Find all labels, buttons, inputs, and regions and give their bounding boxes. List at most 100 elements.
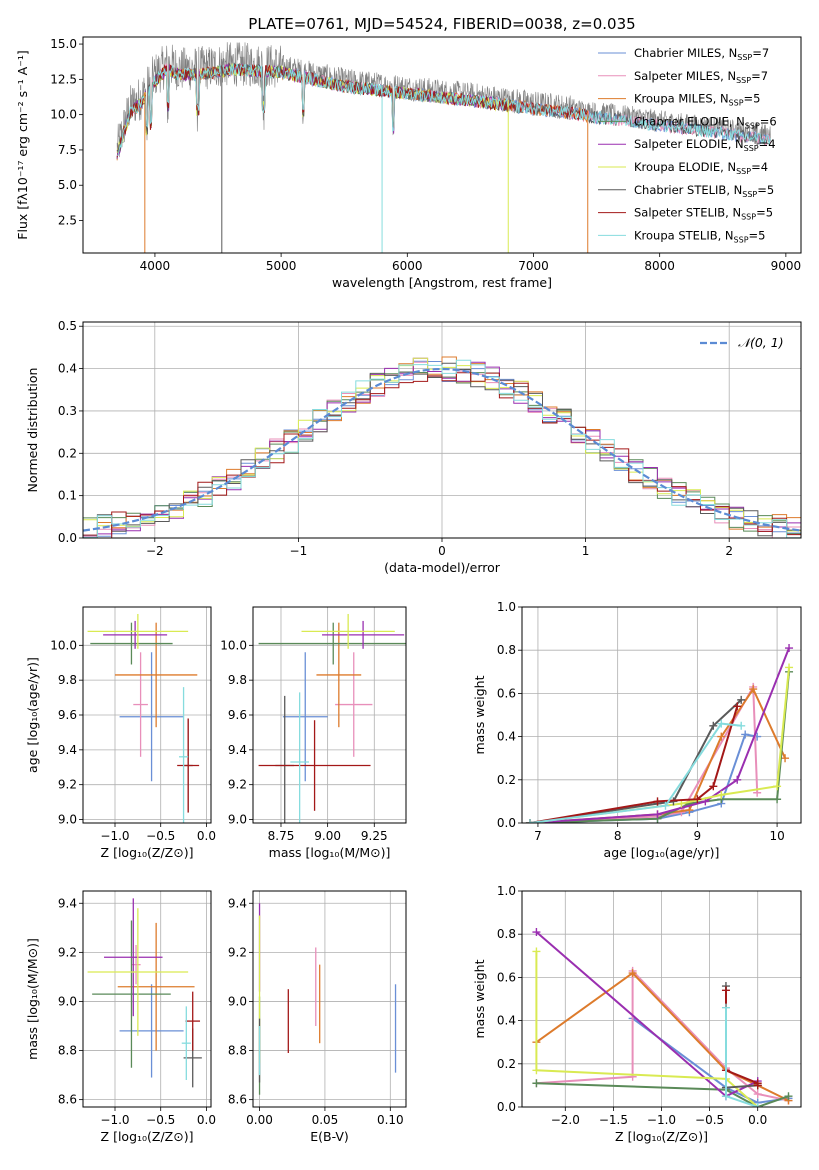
x-tick-label: −1 — [290, 544, 308, 558]
panel-residuals: −2 −1 0 1 2 0.0 0.1 0.2 0.3 0.4 0.5 (data-model)/er… — [25, 319, 802, 575]
plot-area — [83, 356, 801, 538]
y-tick-label: 0.6 — [497, 686, 516, 700]
series-marker — [737, 721, 746, 730]
error-point-8 — [181, 1006, 191, 1080]
x-tick-label: 0.00 — [246, 1113, 273, 1127]
legend-label: Salpeter MILES, NSSP=7 — [634, 69, 768, 85]
x-tick-label: 9.00 — [314, 829, 341, 843]
panel-mass-vs-EBV: 0.00 0.05 0.10 8.6 8.8 9.0 9.2 9.4 E(B-V) — [228, 890, 407, 1144]
chart-title: PLATE=0761, MJD=54524, FIBERID=0038, z=0… — [248, 15, 635, 33]
series-marker — [781, 754, 790, 763]
y-tick-label: 8.6 — [228, 1093, 247, 1107]
series-marker — [749, 685, 758, 694]
x-tick-label: 8000 — [644, 259, 675, 273]
x-tick-label: 0 — [438, 544, 446, 558]
legend: 𝒩(0, 1) — [700, 335, 784, 350]
series-marker — [784, 1092, 793, 1101]
series-marker — [532, 928, 541, 937]
y-tick-label: 0.2 — [497, 773, 516, 787]
x-axis-label: wavelength [Angstrom, rest frame] — [332, 275, 552, 290]
x-tick-label: −0.5 — [146, 829, 175, 843]
error-point-0 — [282, 652, 328, 782]
series-line — [536, 1082, 789, 1107]
spectrum-model-8 — [116, 63, 771, 156]
x-tick-label: 9000 — [771, 259, 802, 273]
y-tick-label: 9.4 — [58, 896, 77, 910]
y-tick-label: 0.0 — [497, 816, 516, 830]
y-tick-label: 9.0 — [228, 994, 247, 1008]
error-point-0 — [119, 984, 184, 1078]
y-tick-label: 9.8 — [228, 673, 247, 687]
axes-frame — [252, 606, 407, 824]
x-axis-label: age [log₁₀(age/yr)] — [604, 845, 720, 860]
plot-area — [258, 903, 397, 1095]
error-point-5 — [87, 613, 189, 649]
y-tick-label: 0.8 — [497, 927, 516, 941]
series-marker — [741, 730, 750, 739]
series-marker — [532, 1079, 541, 1088]
series-marker — [733, 775, 742, 784]
panel-spectrum: 4000 5000 6000 7000 8000 9000 2.5 5.0 7.5 10.0 12.… — [15, 15, 802, 290]
y-tick-label: 10.0 — [220, 638, 247, 652]
series-marker — [709, 782, 718, 791]
plot-area — [532, 928, 793, 1107]
plot-area — [87, 898, 202, 1088]
legend-label: Kroupa MILES, NSSP=5 — [634, 92, 760, 108]
error-point-4 — [103, 620, 168, 649]
series-marker — [785, 663, 794, 672]
axes-frame — [521, 606, 802, 824]
panel-mass-weight-vs-age: 7 8 9 10 0.0 0.2 0.4 0.6 0.8 1.0 age [log₁₀(age/yr… — [472, 600, 802, 860]
x-axis-label: Z [log₁₀(Z/Z⊙)] — [101, 1129, 194, 1144]
axes-frame — [252, 890, 407, 1108]
series-line — [535, 951, 759, 1107]
panel-age-vs-Z: −1.0 −0.5 0.0 9.0 9.2 9.4 9.6 9.8 10.0 Z [log₁₀(Z… — [25, 606, 216, 860]
y-axis-label: mass [log₁₀(M/M⊙)] — [25, 938, 40, 1060]
plot-area — [258, 613, 406, 823]
x-axis-label: Z [log₁₀(Z/Z⊙)] — [615, 1129, 708, 1144]
plot-area — [116, 42, 771, 253]
series-marker — [717, 719, 726, 728]
x-tick-label: 0.0 — [197, 1113, 216, 1127]
error-point-5 — [301, 613, 395, 649]
series-marker — [721, 1003, 730, 1012]
y-tick-label: 0.8 — [497, 643, 516, 657]
x-tick-label: 1 — [582, 544, 590, 558]
error-point-8 — [290, 692, 309, 823]
series-4 — [525, 644, 794, 823]
x-tick-label: 4000 — [140, 259, 171, 273]
axes-frame — [82, 321, 802, 539]
legend-label: 𝒩(0, 1) — [738, 335, 784, 350]
y-tick-label: 0.2 — [58, 446, 77, 460]
axes-frame — [82, 890, 212, 1108]
error-point-0 — [119, 652, 184, 782]
series-marker — [653, 797, 662, 806]
series-marker — [653, 810, 662, 819]
series-8 — [525, 719, 746, 823]
y-tick-label: 5.0 — [58, 178, 77, 192]
axes-frame — [521, 890, 802, 1108]
x-tick-label: 2 — [725, 544, 733, 558]
y-tick-label: 9.4 — [58, 743, 77, 757]
y-tick-label: 9.8 — [58, 673, 77, 687]
series-marker — [628, 969, 637, 978]
y-tick-label: 0.4 — [58, 362, 77, 376]
series-line — [536, 968, 789, 1102]
y-tick-label: 9.0 — [58, 813, 77, 827]
error-point-4 — [104, 898, 163, 1017]
error-point-4 — [322, 620, 405, 649]
x-tick-label: −0.5 — [695, 1113, 724, 1127]
error-point-2 — [117, 922, 195, 1051]
y-tick-label: 9.6 — [228, 708, 247, 722]
x-tick-label: 8.75 — [268, 829, 295, 843]
error-point-2 — [316, 622, 362, 728]
series-6 — [721, 982, 762, 1092]
error-point-7 — [258, 720, 371, 811]
series-marker — [753, 1081, 762, 1090]
legend-label: Kroupa STELIB, NSSP=5 — [634, 228, 765, 244]
legend: Chabrier MILES, NSSP=7 Salpeter MILES, NS… — [598, 46, 777, 244]
x-tick-label: −0.5 — [146, 1113, 175, 1127]
y-tick-label: 0.2 — [497, 1057, 516, 1071]
series-marker — [532, 947, 541, 956]
x-tick-label: −1.0 — [100, 829, 129, 843]
x-tick-label: 5000 — [266, 259, 297, 273]
